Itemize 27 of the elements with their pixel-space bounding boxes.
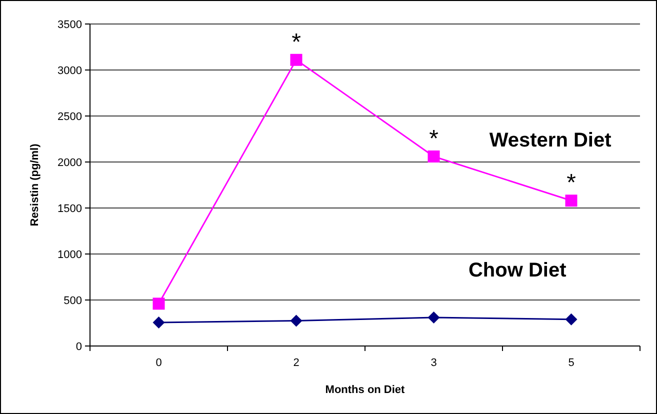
y-tick-label: 2000 [58, 156, 82, 169]
y-tick-label: 500 [64, 294, 82, 307]
x-tick-label: 3 [430, 357, 437, 369]
point [565, 313, 578, 326]
point [152, 316, 165, 329]
y-tick-label: 1000 [58, 248, 82, 261]
y-tick-label: 0 [76, 340, 82, 353]
series-label: Chow Diet [468, 259, 567, 282]
point [428, 150, 440, 162]
annotation: * [292, 28, 301, 56]
annotation: * [429, 125, 438, 152]
point [565, 194, 578, 207]
x-tick-label: 0 [156, 357, 162, 369]
series-label: Western Diet [489, 129, 612, 152]
y-axis-title: Resistin (pg/ml) [29, 143, 41, 226]
x-tick-label: 5 [568, 357, 574, 369]
x-tick-label: 2 [293, 357, 300, 369]
y-tick-label: 1500 [58, 202, 82, 215]
point [428, 311, 440, 324]
y-tick-label: 3000 [58, 64, 82, 77]
point [152, 298, 165, 310]
y-tick-label: 3500 [58, 18, 82, 31]
x-axis-title: Months on Diet [325, 384, 406, 396]
y-tick-label: 2500 [58, 110, 82, 123]
annotation: * [566, 170, 576, 197]
point [290, 314, 302, 327]
point [290, 54, 302, 66]
